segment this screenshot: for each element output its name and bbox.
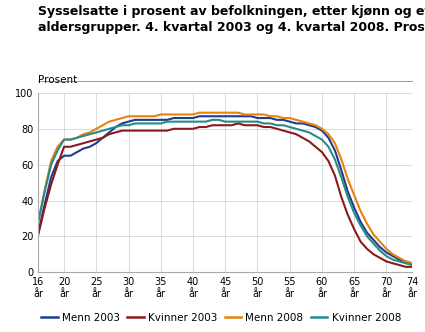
Line: Menn 2003: Menn 2003 [38,116,412,263]
Line: Kvinner 2003: Kvinner 2003 [38,124,412,267]
Menn 2008 [235,111,241,115]
Line: Menn 2008: Menn 2008 [38,113,412,263]
Kvinner 2008 [313,134,318,138]
Text: Prosent: Prosent [38,75,77,85]
Menn 2008 [74,136,79,140]
Kvinner 2003 [94,137,99,141]
Menn 2008 [36,220,41,224]
Kvinner 2008 [94,130,99,134]
Menn 2008 [313,123,318,127]
Menn 2003 [133,118,138,122]
Kvinner 2008 [133,122,138,125]
Kvinner 2003 [235,122,241,125]
Menn 2003 [36,231,41,235]
Menn 2008 [410,261,415,265]
Menn 2003 [48,175,54,179]
Text: Sysselsatte i prosent av befolkningen, etter kjønn og ettårig
aldersgrupper. 4. : Sysselsatte i prosent av befolkningen, e… [38,3,425,35]
Menn 2008 [133,114,138,118]
Kvinner 2003 [403,265,408,269]
Menn 2003 [235,114,241,118]
Kvinner 2008 [48,163,54,167]
Menn 2008 [197,111,202,115]
Menn 2008 [48,159,54,163]
Menn 2003 [410,261,415,265]
Kvinner 2003 [48,182,54,186]
Kvinner 2008 [410,263,415,267]
Kvinner 2003 [133,128,138,132]
Kvinner 2008 [235,120,241,124]
Kvinner 2003 [74,143,79,147]
Line: Kvinner 2008: Kvinner 2008 [38,120,412,265]
Kvinner 2003 [410,265,415,269]
Kvinner 2003 [36,233,41,237]
Kvinner 2008 [210,118,215,122]
Legend: Menn 2003, Kvinner 2003, Menn 2008, Kvinner 2008: Menn 2003, Kvinner 2003, Menn 2008, Kvin… [37,308,405,327]
Menn 2003 [197,114,202,118]
Menn 2008 [94,127,99,131]
Menn 2003 [94,141,99,145]
Kvinner 2003 [229,123,234,127]
Menn 2003 [74,150,79,154]
Kvinner 2008 [74,136,79,140]
Kvinner 2008 [36,220,41,224]
Kvinner 2003 [313,145,318,149]
Menn 2003 [313,125,318,129]
